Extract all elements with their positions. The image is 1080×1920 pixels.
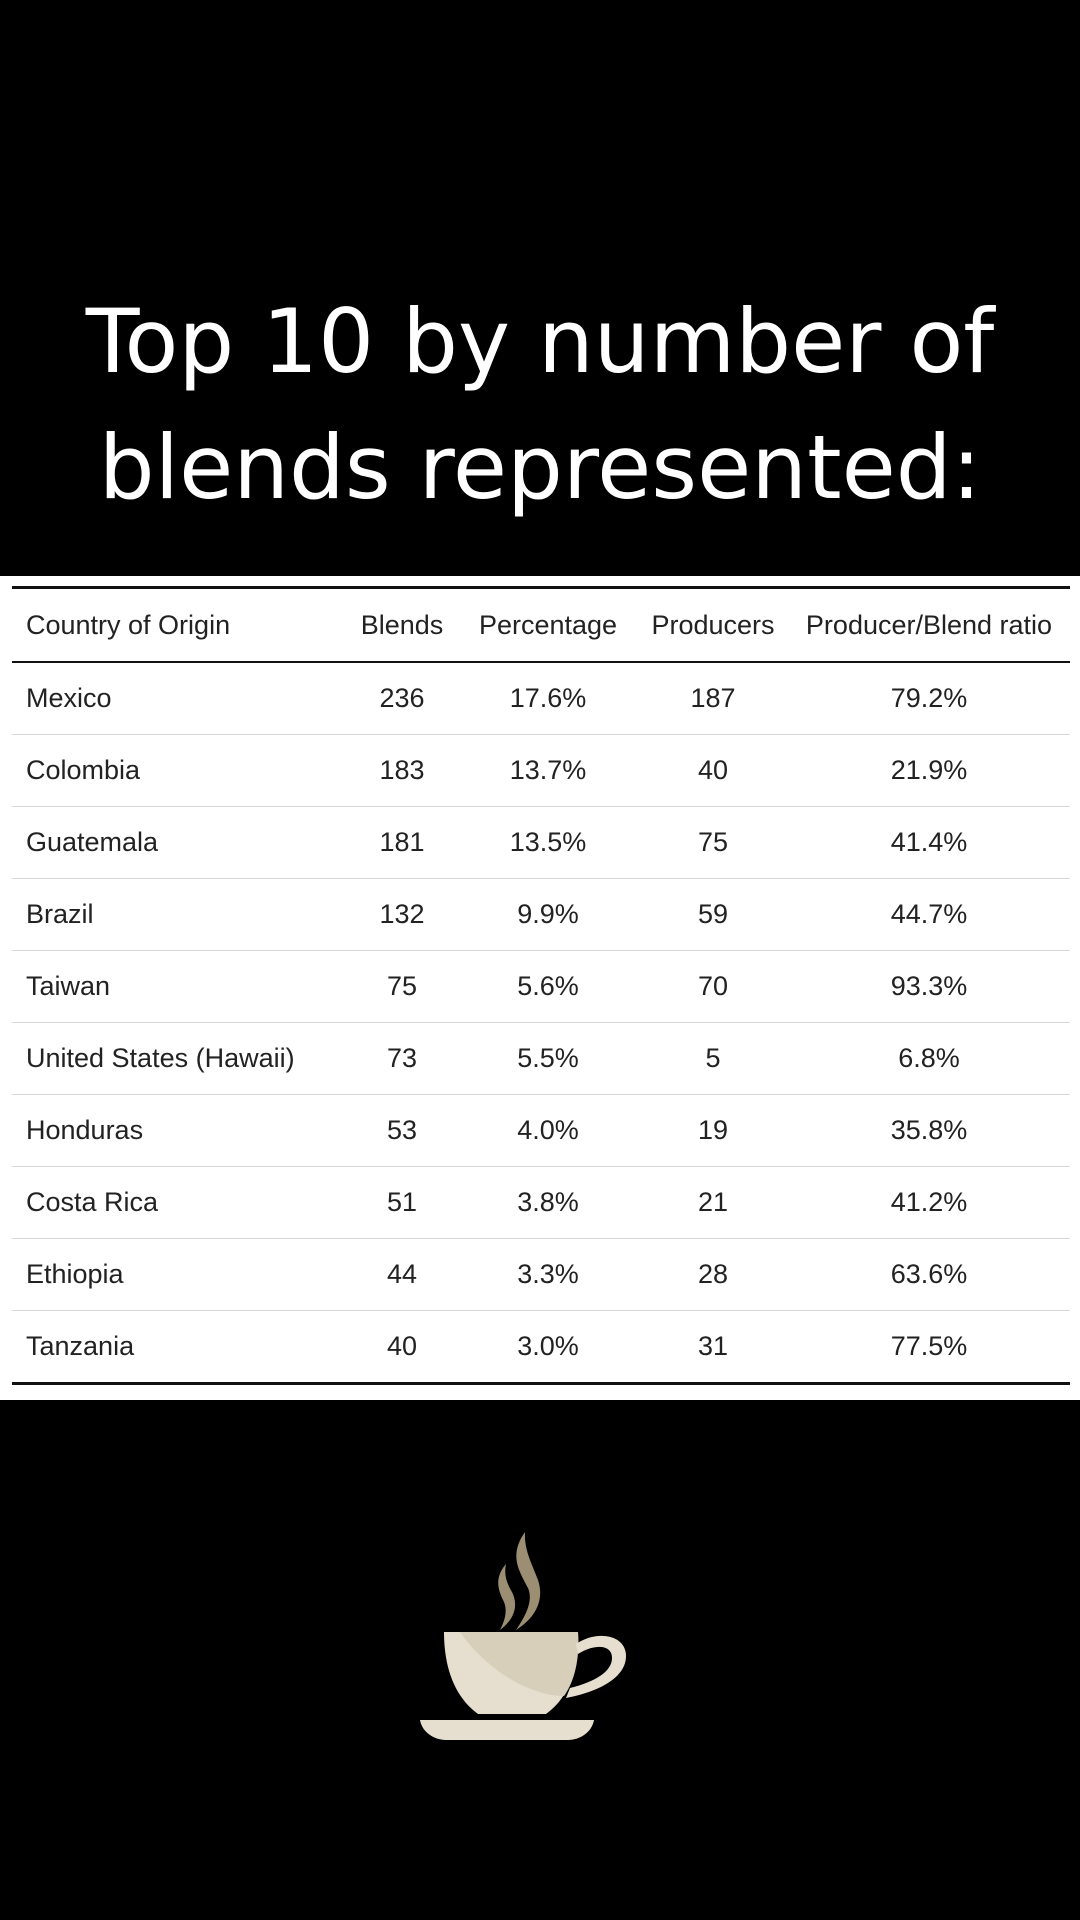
cell-producers: 19 [638,1094,788,1167]
coffee-cup-graphic [420,1532,626,1740]
page-title: Top 10 by number of blends represented: [0,279,1080,531]
cell-blends: 236 [346,662,458,735]
table-row: Colombia 183 13.7% 40 21.9% [12,734,1070,807]
table-row: United States (Hawaii) 73 5.5% 5 6.8% [12,1022,1070,1095]
cell-percentage: 3.0% [517,1331,579,1361]
cell-ratio: 63.6% [788,1238,1070,1311]
cell-country: Brazil [12,878,346,951]
cell-ratio: 93.3% [788,950,1070,1023]
cell-country: Ethiopia [12,1238,346,1311]
cell-producers: 59 [638,878,788,951]
cell-country: Colombia [12,734,346,807]
table-row: Mexico 236 17.6% 187 79.2% [12,662,1070,735]
cell-blends: 53 [346,1094,458,1167]
origin-table: Country of Origin Blends Percentage Prod… [12,586,1070,1385]
table-row: Ethiopia 44 3.3% 28 63.6% [12,1238,1070,1311]
header-producers: Producers [638,587,788,663]
table-panel: Country of Origin Blends Percentage Prod… [0,576,1080,1400]
cell-country: Taiwan [12,950,346,1023]
cell-ratio: 79.2% [788,662,1070,735]
cell-producers: 5 [638,1022,788,1095]
table-row: Brazil 132 9.9% 59 44.7% [12,878,1070,951]
steam-wisp-large [516,1532,541,1630]
header-ratio: Producer/Blend ratio [788,587,1070,663]
cell-country: Tanzania [26,1331,135,1361]
cup-handle [566,1635,626,1698]
cell-ratio: 44.7% [788,878,1070,951]
cell-ratio: 6.8% [788,1022,1070,1095]
cell-blends: 51 [346,1166,458,1239]
cell-country: United States (Hawaii) [12,1022,346,1095]
title-line-1: Top 10 by number of [85,289,995,393]
cell-producers: 75 [638,806,788,879]
cell-blends: 132 [346,878,458,951]
cell-producers: 70 [638,950,788,1023]
table-row: Tanzania 40 3.0% 31 77.5% [12,1311,1070,1384]
cell-percentage: 9.9% [458,878,638,951]
table-row: Costa Rica 51 3.8% 21 41.2% [12,1166,1070,1239]
cell-country: Mexico [12,662,346,735]
cell-ratio: 21.9% [788,734,1070,807]
cell-country: Honduras [12,1094,346,1167]
table-row: Taiwan 75 5.6% 70 93.3% [12,950,1070,1023]
cell-producers: 31 [697,1331,729,1361]
cell-percentage: 13.5% [458,806,638,879]
table-header-row: Country of Origin Blends Percentage Prod… [12,587,1070,663]
header-percentage: Percentage [458,587,638,663]
cell-percentage: 13.7% [458,734,638,807]
cell-ratio: 41.2% [788,1166,1070,1239]
header-country: Country of Origin [12,587,346,663]
table-row: Guatemala 181 13.5% 75 41.4% [12,806,1070,879]
cell-producers: 21 [638,1166,788,1239]
cell-country: Guatemala [12,806,346,879]
cell-blends: 183 [346,734,458,807]
cell-percentage: 3.8% [458,1166,638,1239]
title-line-2: blends represented: [98,415,982,519]
cell-percentage: 5.5% [458,1022,638,1095]
cell-blends: 40 [386,1331,418,1361]
cell-blends: 181 [346,806,458,879]
cell-producers: 28 [638,1238,788,1311]
cell-percentage: 4.0% [458,1094,638,1167]
table-row: Honduras 53 4.0% 19 35.8% [12,1094,1070,1167]
cell-blends: 75 [346,950,458,1023]
cell-ratio: 77.5% [890,1331,968,1361]
cell-percentage: 5.6% [458,950,638,1023]
cell-country: Costa Rica [12,1166,346,1239]
cell-ratio: 41.4% [788,806,1070,879]
cell-producers: 187 [638,662,788,735]
cell-percentage: 3.3% [458,1238,638,1311]
cell-producers: 40 [638,734,788,807]
coffee-cup-icon [420,1520,660,1750]
steam-wisp-small [498,1564,516,1630]
header-blends: Blends [346,587,458,663]
cup-shading [460,1632,579,1696]
cell-percentage: 17.6% [458,662,638,735]
cell-blends: 44 [346,1238,458,1311]
cell-blends: 73 [346,1022,458,1095]
cell-ratio: 35.8% [788,1094,1070,1167]
saucer [420,1720,594,1740]
